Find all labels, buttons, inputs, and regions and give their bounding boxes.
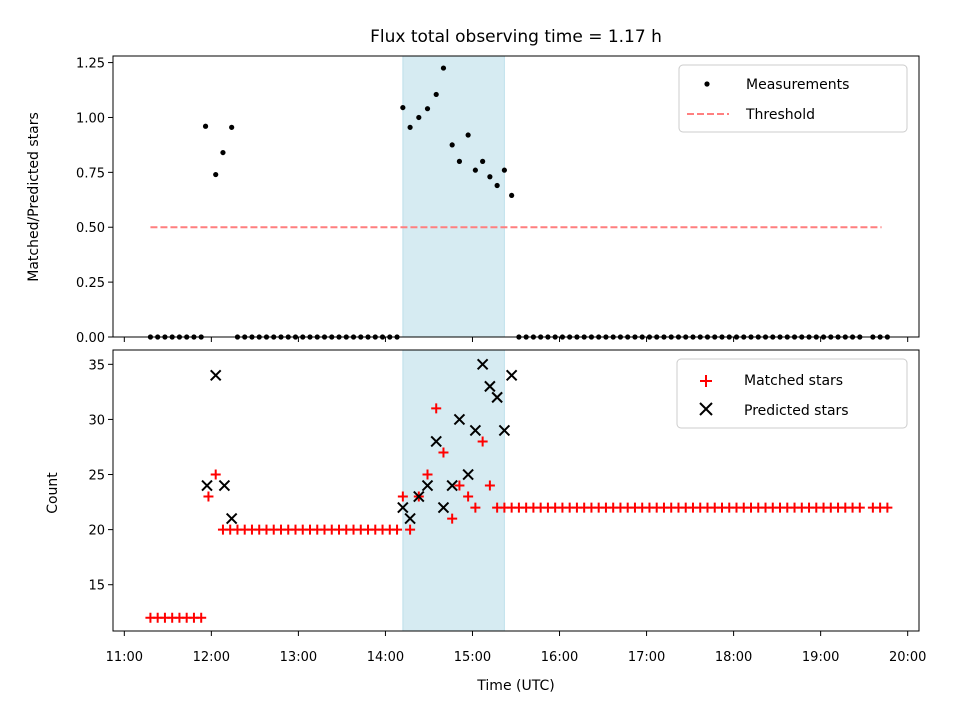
x-tick-label: 15:00	[454, 650, 491, 665]
top-y-tick-label: 0.75	[76, 166, 105, 181]
bottom-panel: 15 20 25 30 35 11:00 12:00 13:00 14:00 15:00 16:0…	[45, 349, 926, 694]
predicted-star-point	[218, 479, 231, 492]
measurement-point	[440, 65, 447, 71]
top-y-tick-label: 0.00	[76, 331, 105, 346]
matched-star-point	[196, 612, 207, 623]
legend-matched-marker	[700, 375, 712, 387]
x-tick-label: 12:00	[193, 650, 230, 665]
matched-star-point	[438, 447, 449, 458]
matched-star-point	[405, 524, 416, 535]
bottom-y-tick-label: 30	[88, 413, 105, 428]
bottom-y-axis-label: Count	[45, 472, 61, 514]
top-y-axis-label: Matched/Predicted stars	[26, 112, 42, 282]
measurement-point	[220, 149, 226, 156]
bottom-plot-frame	[112, 349, 920, 632]
predicted-star-point	[498, 424, 511, 437]
predicted-star-point	[201, 479, 213, 492]
x-axis-label: Time (UTC)	[476, 678, 554, 694]
measurement-point	[472, 167, 478, 173]
matched-star-point	[210, 469, 221, 480]
predicted-star-point	[225, 512, 238, 525]
measurement-point	[465, 132, 471, 138]
matched-star-point	[447, 513, 458, 524]
measurement-point	[487, 174, 493, 180]
predicted-star-point	[453, 413, 466, 426]
legend-measurements-label: Measurements	[746, 77, 849, 93]
bottom-legend-box	[676, 358, 908, 429]
measurement-point	[509, 192, 515, 199]
predicted-star-point	[404, 512, 416, 525]
bottom-y-tick-label: 25	[88, 469, 105, 484]
legend-threshold-label: Threshold	[745, 107, 815, 123]
predicted-star-point	[469, 424, 482, 437]
measurement-point	[494, 182, 500, 189]
top-y-tick-label: 0.25	[76, 276, 105, 291]
x-tick-label: 19:00	[802, 650, 839, 665]
measurement-point	[449, 142, 455, 148]
matched-star-point	[392, 524, 403, 535]
matched-star-point	[854, 502, 865, 513]
predicted-star-point	[462, 468, 474, 481]
bottom-y-tick-label: 15	[88, 579, 105, 594]
highlight-band-bottom	[402, 349, 505, 632]
top-y-tick-label: 0.50	[76, 221, 105, 236]
measurement-point	[202, 123, 209, 129]
highlight-band-top	[402, 55, 505, 338]
top-plot-frame	[112, 55, 920, 338]
x-tick-label: 17:00	[628, 650, 665, 665]
matched-star-point	[484, 480, 495, 491]
predicted-star-point	[505, 369, 518, 382]
measurement-point	[229, 124, 235, 130]
predicted-star-point	[210, 369, 222, 382]
bottom-legend: Matched stars Predicted stars	[676, 358, 908, 429]
measurement-point	[501, 167, 507, 173]
measurement-point	[416, 114, 422, 121]
matched-star-point	[477, 436, 488, 447]
x-tick-label: 18:00	[715, 650, 752, 665]
measurement-point	[424, 106, 431, 112]
top-legend: Measurements Threshold	[678, 64, 908, 133]
matched-star-point	[463, 491, 474, 502]
matched-star-point	[397, 491, 408, 502]
top-panel: 0.00 0.25 0.50 0.75 1.00 1.25 Matched/Predict…	[26, 55, 920, 346]
matched-star-point	[470, 502, 481, 513]
measurement-point	[480, 158, 486, 164]
measurement-point	[213, 171, 219, 178]
predicted-star-point	[413, 490, 425, 503]
predicted-star-point	[446, 479, 458, 492]
top-y-tick-label: 1.00	[76, 111, 105, 126]
x-tick-label: 20:00	[889, 650, 926, 665]
top-y-tick-label: 1.25	[76, 57, 105, 72]
x-tick-label: 14:00	[367, 650, 404, 665]
measurement-point	[400, 104, 406, 111]
measurement-point	[456, 158, 463, 164]
matched-star-point	[203, 491, 214, 502]
legend-predicted-label: Predicted stars	[744, 403, 849, 419]
predicted-star-point	[437, 501, 450, 514]
measurement-point	[433, 91, 439, 98]
bottom-y-tick-label: 35	[88, 358, 105, 373]
matched-star-point	[454, 480, 465, 491]
legend-matched-label: Matched stars	[744, 373, 843, 389]
top-legend-box	[678, 64, 908, 133]
predicted-star-point	[421, 479, 434, 492]
predicted-star-point	[476, 358, 489, 371]
x-tick-label: 16:00	[541, 650, 578, 665]
matched-star-point	[431, 403, 442, 414]
matched-star-point	[422, 469, 433, 480]
x-tick-label: 11:00	[106, 650, 143, 665]
predicted-star-point	[491, 391, 503, 404]
x-tick-label: 13:00	[280, 650, 317, 665]
legend-measurements-marker	[704, 81, 710, 87]
legend-predicted-marker	[699, 402, 713, 416]
measurement-point	[407, 124, 413, 130]
matched-star-point	[882, 502, 893, 513]
bottom-y-tick-label: 20	[88, 524, 105, 539]
predicted-star-point	[397, 501, 409, 514]
predicted-star-point	[484, 380, 496, 393]
chart-title: Flux total observing time = 1.17 h	[370, 27, 662, 47]
predicted-star-point	[430, 435, 442, 448]
